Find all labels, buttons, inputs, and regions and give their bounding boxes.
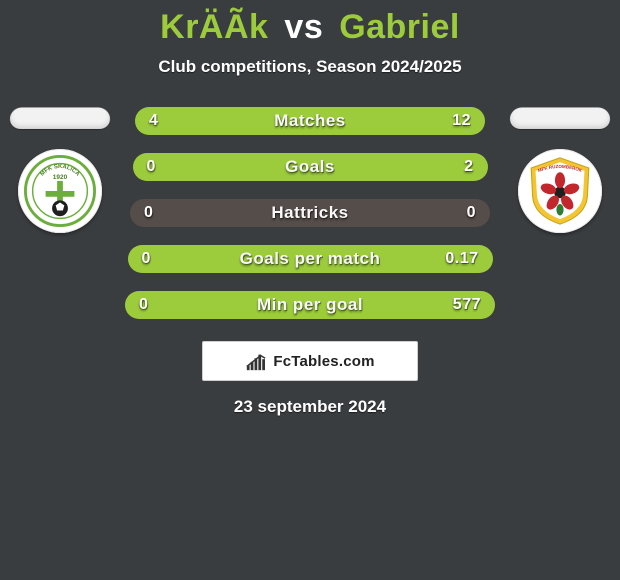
stat-label: Goals [285,157,335,177]
player2-name: Gabriel [339,8,460,46]
stat-row-matches: 4 12 Matches [135,107,485,135]
stat-value-right: 0.17 [445,250,478,268]
stat-value-left: 0 [139,296,148,314]
player1-name: KrÄÃ­k [160,8,268,46]
stat-value-left: 0 [142,250,151,268]
brand-text: FcTables.com [273,353,374,370]
stat-value-left: 0 [147,158,156,176]
comparison-card: KrÄÃ­k vs Gabriel Club competitions, Sea… [0,0,620,580]
stat-row-goals: 0 2 Goals [133,153,488,181]
stat-value-right: 0 [467,204,476,222]
fill-right [223,107,486,135]
title: KrÄÃ­k vs Gabriel [160,8,460,47]
stat-value-right: 2 [464,158,473,176]
stat-rows: 4 12 Matches 0 2 Goals 0 0 Hattricks 0 0.17 Goals p… [0,107,620,319]
stat-value-left: 4 [149,112,158,130]
stat-label: Matches [274,111,346,131]
stat-row-goals-per-match: 0 0.17 Goals per match [128,245,493,273]
stat-value-right: 577 [453,296,481,314]
bars-chart-icon [245,350,267,372]
stat-label: Min per goal [257,295,363,315]
stat-row-hattricks: 0 0 Hattricks [130,199,490,227]
stat-row-min-per-goal: 0 577 Min per goal [125,291,495,319]
stat-label: Hattricks [271,203,348,223]
stat-value-left: 0 [144,204,153,222]
vs-label: vs [284,8,323,46]
mid-area: MFK SKALICA 1920 MFK RUZOMBER [0,107,620,319]
stat-value-right: 12 [452,112,471,130]
date-label: 23 september 2024 [234,397,386,417]
brand-box: FcTables.com [202,341,418,381]
stat-label: Goals per match [240,249,381,269]
subtitle: Club competitions, Season 2024/2025 [158,57,461,77]
